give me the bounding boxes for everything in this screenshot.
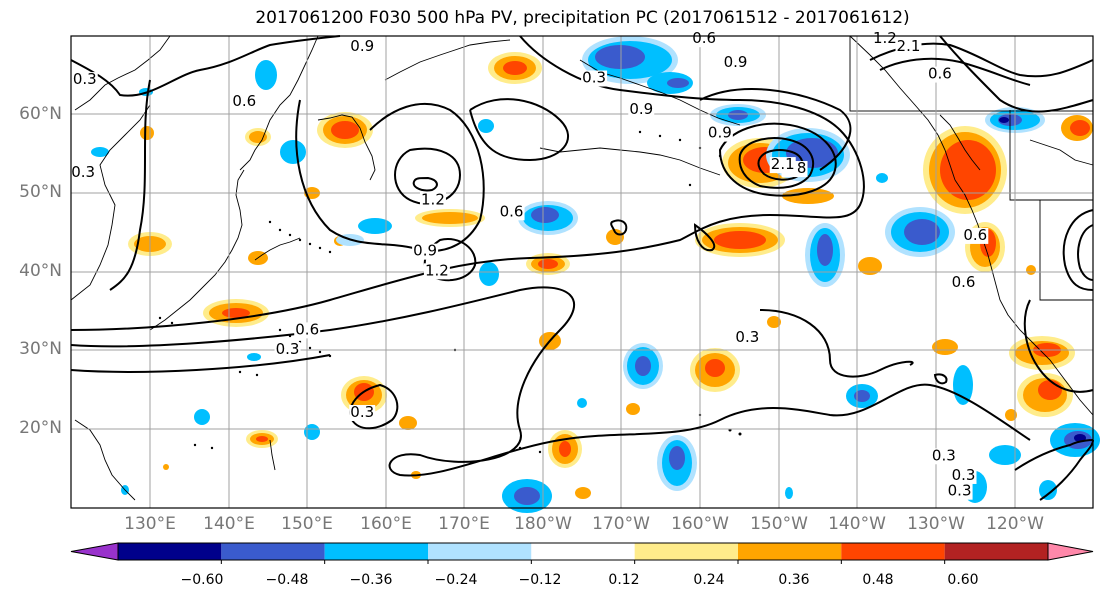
colorbar-label: 0.48	[862, 572, 894, 588]
colorbar-label: 0.24	[693, 572, 725, 588]
contour-label-bg	[946, 483, 973, 500]
contour-label: 0.9	[724, 53, 748, 71]
contour-label: 0.3	[71, 163, 95, 181]
lon-label-120w: 120°W	[986, 514, 1044, 534]
contour-label-bg	[950, 467, 977, 484]
contour-label-bg	[349, 39, 376, 56]
lon-label-180w: 180°W	[514, 514, 572, 534]
lon-label-150e: 150°E	[281, 514, 333, 534]
contour-label-bg	[274, 342, 301, 359]
contour-label: 0.6	[232, 92, 256, 110]
lat-label-20n: 20°N	[19, 418, 62, 438]
contour-label: 2.1	[897, 37, 921, 55]
contour-label: 0.6	[963, 226, 987, 244]
lon-label-170w: 170°W	[592, 514, 650, 534]
lat-label-40n: 40°N	[19, 261, 62, 281]
contour-label: 0.6	[692, 29, 716, 47]
grid-lines	[71, 36, 1093, 508]
contour-label: 0.3	[73, 70, 97, 88]
contour-label-bg	[871, 31, 898, 48]
contour-label-bg	[734, 330, 761, 347]
contour-label-bg	[70, 164, 97, 181]
contour-label: 0.3	[582, 69, 606, 87]
contour-label-bg	[895, 39, 922, 56]
contour-label-bg	[950, 275, 977, 292]
contour-label-bg	[962, 227, 989, 244]
lon-label-140e: 140°E	[203, 514, 255, 534]
contour-label-bg	[71, 72, 98, 89]
colorbar-label: 0.36	[778, 572, 810, 588]
colorbar-label: −0.48	[265, 572, 309, 588]
contour-label: 0.3	[932, 446, 956, 464]
lon-label-130w: 130°W	[907, 514, 965, 534]
lon-label-140w: 140°W	[828, 514, 886, 534]
lon-label-170e: 170°E	[438, 514, 490, 534]
contour-label: 0.9	[708, 124, 732, 142]
contour-label-bg	[769, 157, 796, 174]
contour-label: 0.3	[276, 340, 300, 358]
contour-label: 0.3	[952, 466, 976, 484]
contour-label-bg	[419, 192, 446, 209]
contour-label-bg	[349, 404, 376, 421]
colorbar-label: −0.36	[349, 572, 393, 588]
contour-label: 0.6	[952, 273, 976, 291]
contour-label-bg	[628, 102, 655, 118]
colorbar-label: −0.60	[180, 572, 224, 588]
map-title: 2017061200 F030 500 hPa PV, precipitatio…	[255, 8, 910, 28]
contour-label: 0.3	[735, 328, 759, 346]
contour-label-bg	[231, 94, 258, 111]
contour-label: 0.9	[413, 242, 437, 260]
contour-label-bg	[722, 54, 749, 71]
contour-label-bg	[691, 31, 718, 48]
colorbar-label: −0.24	[434, 572, 478, 588]
colorbar-label: 0.12	[608, 572, 640, 588]
contour-label: 0.6	[295, 320, 319, 338]
contour-label: 0.3	[948, 482, 972, 500]
lon-label-150w: 150°W	[750, 514, 808, 534]
lon-label-130e: 130°E	[124, 514, 176, 534]
lat-label-30n: 30°N	[19, 339, 62, 359]
lat-label-50n: 50°N	[19, 182, 62, 202]
contour-label-bg	[498, 204, 525, 221]
contour-label-bg	[412, 243, 439, 260]
contour-label-bg	[926, 66, 953, 83]
contour-label-bg	[706, 125, 733, 142]
contour-label: 1.2	[873, 29, 897, 47]
colorbar-label: 0.60	[947, 572, 979, 588]
contour-label-bg	[581, 70, 608, 87]
contour-label-bg	[930, 448, 957, 465]
contour-label: 0.3	[350, 403, 374, 421]
lon-label-160w: 160°W	[671, 514, 729, 534]
contour-label: 1.2	[421, 191, 445, 209]
contour-labels: 0.30.60.90.31.20.60.91.20.30.90.60.90.91…	[70, 29, 989, 500]
colorbar-label: −0.12	[518, 572, 562, 588]
lat-label-60n: 60°N	[19, 104, 62, 124]
contour-label: 2.1	[771, 155, 795, 173]
contour-label: 0.6	[500, 202, 524, 220]
map-frame	[70, 35, 1094, 509]
contour-label: 0.6	[928, 65, 952, 83]
contour-label: 0.9	[629, 100, 653, 118]
lon-label-160e: 160°E	[360, 514, 412, 534]
contour-label: 1.2	[425, 261, 449, 279]
contour-label-bg	[423, 263, 450, 280]
contour-label: 0.9	[350, 37, 374, 55]
contour-label-bg	[294, 322, 321, 339]
